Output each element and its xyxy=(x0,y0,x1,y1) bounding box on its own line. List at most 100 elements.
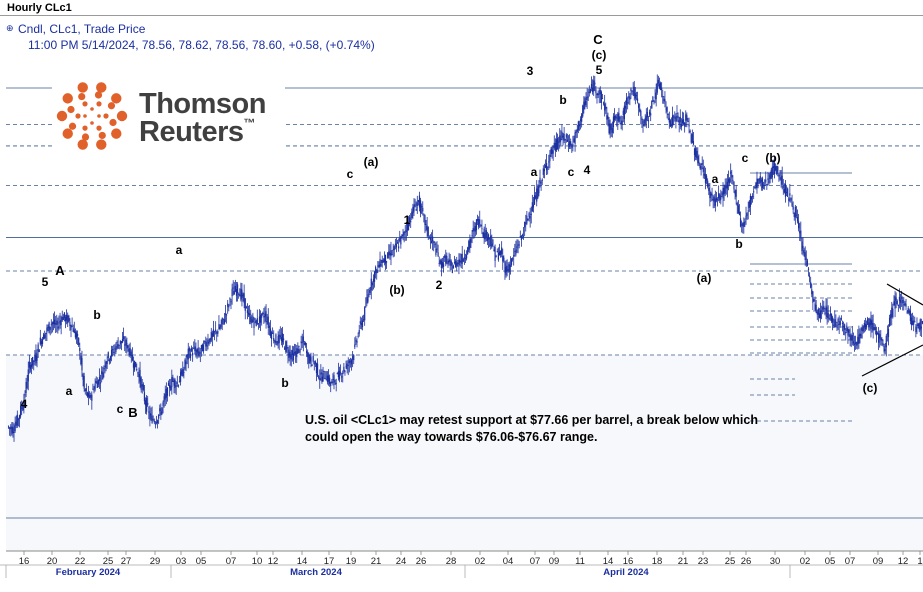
candle-body xyxy=(842,326,845,328)
candle-body xyxy=(17,419,20,421)
candle-body xyxy=(377,265,379,267)
candle-body xyxy=(265,311,267,322)
candle-body xyxy=(874,327,876,331)
candle-body xyxy=(875,331,878,336)
candle-body xyxy=(316,363,319,376)
logo-tm: ™ xyxy=(243,116,256,130)
candle-body xyxy=(764,185,766,187)
candle-body xyxy=(636,98,639,102)
candle-body xyxy=(703,173,705,176)
legend-pin-icon[interactable]: ⊕ xyxy=(6,23,14,33)
candle-body xyxy=(628,96,630,99)
candle-body xyxy=(643,124,645,126)
candle-body xyxy=(141,384,143,387)
candle-body xyxy=(104,365,106,367)
candle-body xyxy=(528,213,530,217)
candle-body xyxy=(148,411,150,413)
candle-body xyxy=(907,308,909,313)
candle-body xyxy=(80,355,82,365)
candle-body xyxy=(416,202,418,206)
candle-body xyxy=(892,308,894,318)
candle-body xyxy=(686,115,688,121)
logo-dot xyxy=(56,110,68,122)
candle-body xyxy=(883,345,885,352)
candle-body xyxy=(653,100,655,102)
candle-body xyxy=(478,219,480,227)
candle-body xyxy=(496,251,498,253)
wave-label: b xyxy=(281,376,288,390)
candle-body xyxy=(816,311,818,315)
candle-body xyxy=(48,322,50,333)
candle-body xyxy=(699,164,701,168)
candle-body xyxy=(137,372,139,374)
candle-body xyxy=(682,119,685,125)
candle-body xyxy=(602,102,605,104)
candle-body xyxy=(456,262,458,266)
candle-body xyxy=(376,270,378,274)
candle-body xyxy=(586,96,588,101)
candle-body xyxy=(622,110,624,115)
wave-label: C xyxy=(593,32,603,47)
candle-body xyxy=(806,260,808,266)
candle-body xyxy=(514,250,516,252)
candle-body xyxy=(846,325,848,332)
candle-body xyxy=(596,93,598,95)
candle-body xyxy=(49,326,51,330)
candle-body xyxy=(648,111,651,115)
candle-body xyxy=(447,260,449,264)
candle-body xyxy=(394,243,396,245)
candle-body xyxy=(644,117,646,124)
candle-body xyxy=(541,179,543,182)
candle-body xyxy=(226,314,228,316)
logo-dot xyxy=(103,113,109,119)
candle-body xyxy=(513,255,515,257)
wave-label: 2 xyxy=(436,278,443,292)
candle-body xyxy=(693,148,696,156)
candle-body xyxy=(779,177,781,179)
day-tick-label: 02 xyxy=(475,556,486,567)
candle-body xyxy=(543,168,545,172)
candle-body xyxy=(230,301,232,303)
candle-body xyxy=(476,219,479,221)
candle-body xyxy=(525,222,527,224)
candle-body xyxy=(47,326,49,328)
logo-dot xyxy=(96,101,102,107)
candle-body xyxy=(712,198,714,200)
candle-body xyxy=(700,166,702,170)
candle-body xyxy=(337,371,339,378)
candle-body xyxy=(895,297,897,301)
candle-body xyxy=(619,117,621,119)
candle-body xyxy=(355,340,357,342)
candle-body xyxy=(91,394,93,401)
candle-body xyxy=(863,323,865,328)
candle-body xyxy=(112,349,114,351)
candle-body xyxy=(163,396,165,402)
candle-body xyxy=(655,92,657,100)
candle-body xyxy=(342,372,344,375)
candle-body xyxy=(152,418,154,420)
candle-body xyxy=(118,344,120,346)
candle-body xyxy=(184,359,186,369)
candle-body xyxy=(359,321,361,324)
candle-body xyxy=(491,243,493,248)
candle-body xyxy=(158,414,160,419)
candle-body xyxy=(217,331,219,334)
candle-body xyxy=(347,364,349,367)
candle-body xyxy=(813,299,815,302)
candle-body xyxy=(646,112,649,118)
candle-body xyxy=(319,377,321,381)
candle-body xyxy=(173,378,175,386)
candle-body xyxy=(362,319,365,321)
candle-body xyxy=(239,294,241,297)
candle-body xyxy=(824,312,826,314)
candle-body xyxy=(561,131,563,139)
candle-body xyxy=(272,332,274,334)
candle-body xyxy=(52,321,55,325)
day-tick-label: 12 xyxy=(268,556,279,567)
candle-body xyxy=(423,214,425,216)
candle-body xyxy=(132,363,135,368)
candle-body xyxy=(570,141,572,146)
candle-body xyxy=(715,197,718,201)
candle-body xyxy=(738,211,741,215)
